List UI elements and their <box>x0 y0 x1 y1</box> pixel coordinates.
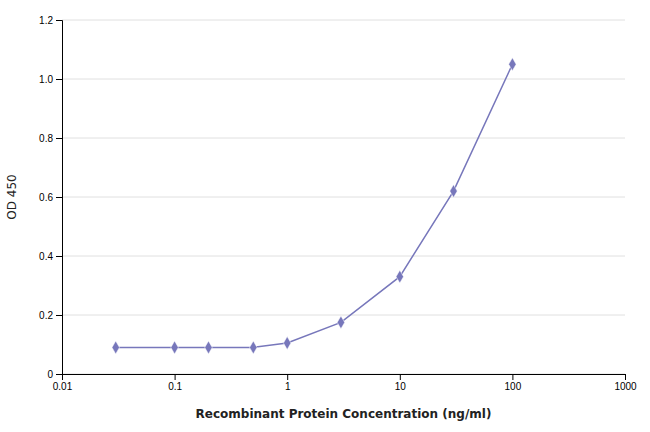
y-tick-label: 1.2 <box>39 15 53 26</box>
marker <box>205 341 212 354</box>
y-tick-mark <box>56 315 62 316</box>
x-tick: 0.1 <box>168 374 182 392</box>
marker <box>396 270 403 283</box>
x-tick-mark <box>625 374 626 380</box>
grid-line <box>62 138 625 139</box>
y-tick-mark <box>56 79 62 80</box>
x-axis-title: Recombinant Protein Concentration (ng/ml… <box>196 407 492 421</box>
x-tick: 1 <box>285 374 291 392</box>
y-tick-mark <box>56 256 62 257</box>
y-tick-label: 0.4 <box>39 251 53 262</box>
y-tick: 1.2 <box>39 15 62 26</box>
y-tick: 1.0 <box>39 74 62 85</box>
x-tick-mark <box>400 374 401 380</box>
y-tick-label: 0.8 <box>39 133 53 144</box>
grid-line <box>62 20 625 21</box>
x-tick: 0.01 <box>53 374 73 392</box>
x-tick-mark <box>287 374 288 380</box>
y-tick-mark <box>56 20 62 21</box>
grid-line <box>62 197 625 198</box>
plot: 0.01 0.1 1 10 100 1000 0 0.2 0.4 0.6 0.8 1.0 1.2 <box>39 15 637 392</box>
x-tick-label: 0.01 <box>53 381 73 392</box>
y-tick-mark <box>56 138 62 139</box>
x-tick-mark <box>175 374 176 380</box>
y-axis-title: OD 450 <box>5 174 19 219</box>
x-tick-mark <box>512 374 513 380</box>
x-tick-label: 1 <box>285 381 291 392</box>
x-tick: 1000 <box>614 374 637 392</box>
x-tick-label: 10 <box>395 381 407 392</box>
y-tick-mark <box>56 197 62 198</box>
x-tick-label: 100 <box>505 381 522 392</box>
y-tick: 0.6 <box>39 192 62 203</box>
grid-line <box>62 79 625 80</box>
y-tick-label: 1.0 <box>39 74 53 85</box>
y-tick-label: 0.2 <box>39 310 53 321</box>
y-tick: 0.4 <box>39 251 62 262</box>
marker <box>283 337 290 350</box>
marker <box>509 58 516 71</box>
y-axis: 0 0.2 0.4 0.6 0.8 1.0 1.2 <box>39 15 62 380</box>
x-axis-line <box>63 375 626 381</box>
x-tick: 100 <box>505 374 522 392</box>
grid-line <box>62 315 625 316</box>
grid-line <box>62 256 625 257</box>
y-tick: 0.8 <box>39 133 62 144</box>
line <box>116 64 513 347</box>
y-tick-mark <box>56 374 62 375</box>
x-tick-label: 0.1 <box>168 381 182 392</box>
y-tick: 0 <box>47 369 62 380</box>
y-axis-line <box>56 21 63 375</box>
marker <box>112 341 119 354</box>
grid <box>62 20 625 374</box>
marker <box>250 341 257 354</box>
x-tick: 10 <box>395 374 407 392</box>
marker <box>337 316 344 329</box>
series <box>112 58 516 354</box>
x-tick-label: 1000 <box>614 381 637 392</box>
marker <box>450 185 457 198</box>
y-tick-label: 0 <box>47 369 53 380</box>
marker <box>171 341 178 354</box>
y-tick-label: 0.6 <box>39 192 53 203</box>
x-axis: 0.01 0.1 1 10 100 1000 <box>53 374 637 392</box>
y-tick: 0.2 <box>39 310 62 321</box>
chart: 0.01 0.1 1 10 100 1000 0 0.2 0.4 0.6 0.8 1.0 1.2 Reco… <box>0 0 650 432</box>
